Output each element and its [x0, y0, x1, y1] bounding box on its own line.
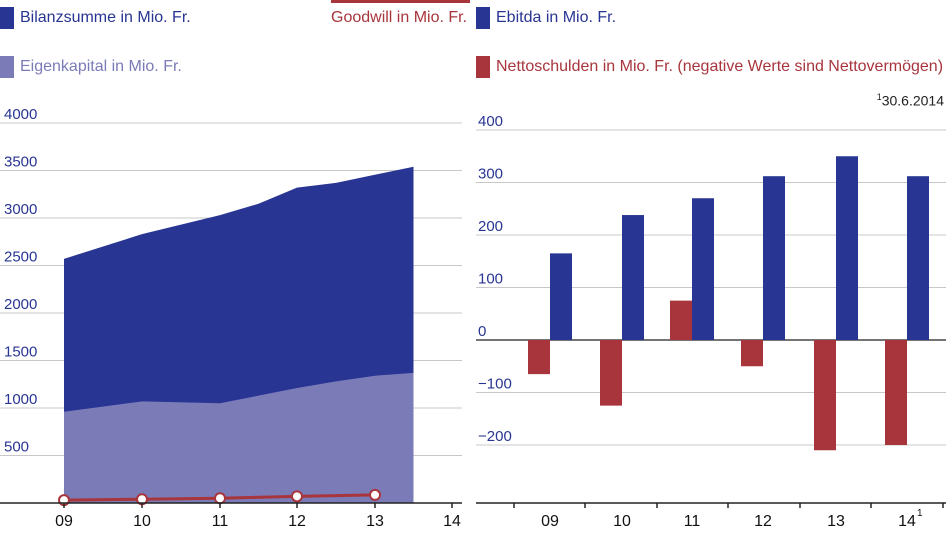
legend-label-nettoschulden: Nettoschulden in Mio. Fr. (negative Wert… [496, 58, 944, 75]
left-ytick-label: 2000 [4, 296, 37, 313]
goodwill-point [214, 492, 226, 505]
legend-swatch-bilanzsumme [0, 7, 14, 29]
bar-ebitda [763, 176, 785, 340]
right-ytick-label: −200 [478, 428, 512, 445]
legend-swatch-goodwill [331, 0, 471, 3]
legend-label-goodwill: Goodwill in Mio. Fr. [331, 9, 468, 26]
left-xtick-label: 12 [288, 513, 306, 530]
left-ytick-label: 2500 [4, 249, 37, 266]
bar-ebitda [692, 198, 714, 340]
right-xtick-label: 09 [541, 513, 559, 530]
left-ytick-label: 4000 [4, 106, 37, 123]
footnote: 130.6.2014 [877, 92, 944, 109]
bar-ebitda [907, 176, 929, 340]
bar-ebitda [550, 253, 572, 340]
legend-nettoschulden: Nettoschulden in Mio. Fr. (negative Wert… [476, 56, 943, 78]
legend-swatch-eigenkapital [0, 56, 14, 78]
bar-nettoschulden [814, 340, 836, 451]
legend-label-eigenkapital: Eigenkapital in Mio. Fr. [20, 58, 182, 75]
left-ytick-label: 500 [4, 439, 29, 456]
bar-ebitda [836, 156, 858, 340]
legend-eigenkapital: Eigenkapital in Mio. Fr. [0, 56, 182, 78]
bar-nettoschulden [528, 340, 550, 375]
legend-label-ebitda: Ebitda in Mio. Fr. [496, 9, 617, 26]
left-ytick-label: 3500 [4, 154, 37, 171]
left-xtick-label: 13 [366, 513, 384, 530]
right-xtick-label: 11 [684, 513, 701, 530]
right-xtick-label: 10 [613, 513, 631, 530]
legend-goodwill: Goodwill in Mio. Fr. [331, 7, 467, 29]
legend-bilanzsumme: Bilanzsumme in Mio. Fr. [0, 7, 191, 29]
left-ytick-label: 3000 [4, 201, 37, 218]
right-ytick-label: 300 [478, 166, 503, 183]
footnote-text: 30.6.2014 [881, 92, 944, 109]
right-xtick-footnote: 1 [917, 508, 923, 519]
left-ytick-label: 1000 [4, 391, 37, 408]
right-ytick-label: −100 [478, 376, 512, 393]
left-xtick-label: 14 [443, 513, 461, 530]
footnote-mark: 1 [876, 92, 882, 102]
legend-ebitda: Ebitda in Mio. Fr. [476, 7, 616, 29]
right-ytick-label: 400 [478, 113, 503, 130]
left-xtick-label: 10 [133, 513, 151, 530]
area-eigenkapital [64, 372, 414, 503]
left-xtick-label: 09 [55, 513, 73, 530]
right-ytick-label: 0 [478, 323, 486, 340]
bar-nettoschulden [600, 340, 622, 406]
left-xtick-label: 11 [212, 513, 229, 530]
bar-ebitda [622, 215, 644, 340]
right-xtick-label: 14 [898, 513, 916, 530]
goodwill-point [369, 488, 381, 501]
right-ytick-label: 200 [478, 218, 503, 235]
bar-nettoschulden [670, 300, 692, 340]
legend-label-bilanzsumme: Bilanzsumme in Mio. Fr. [20, 9, 191, 26]
bar-nettoschulden [741, 340, 763, 367]
legend-swatch-nettoschulden [476, 56, 490, 78]
right-ytick-label: 100 [478, 271, 503, 288]
legend-swatch-ebitda [476, 7, 490, 29]
left-ytick-label: 1500 [4, 344, 37, 361]
right-xtick-label: 13 [827, 513, 845, 530]
bar-nettoschulden [885, 340, 907, 445]
goodwill-point [291, 490, 303, 503]
right-xtick-label: 12 [754, 513, 772, 530]
